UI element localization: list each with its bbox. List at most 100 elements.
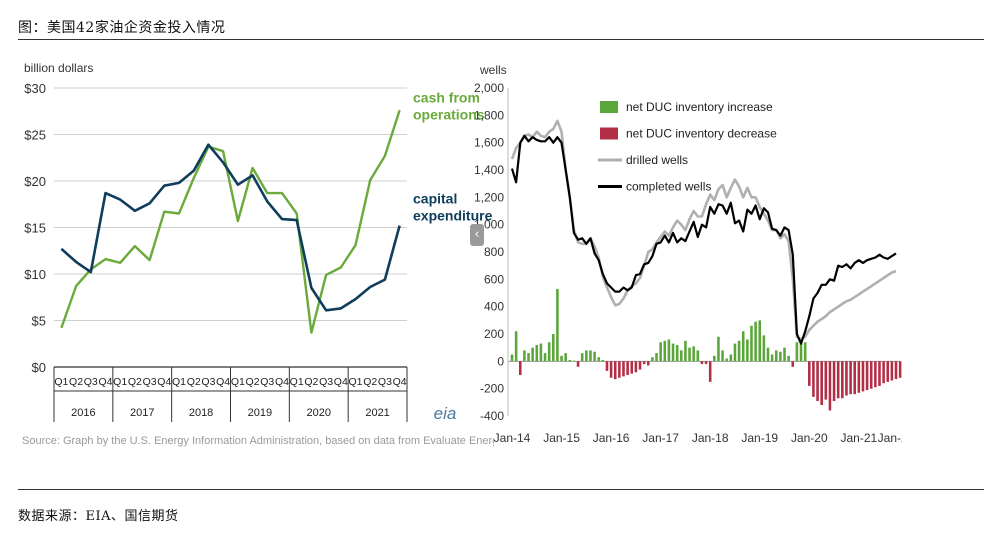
year-label: 2016 — [71, 407, 95, 419]
duc-decrease-bar — [704, 361, 708, 365]
y-tick-label: $0 — [32, 360, 46, 375]
duc-increase-bar — [556, 288, 559, 362]
y-tick-label: $20 — [24, 174, 46, 189]
x-tick-label: Q4 — [334, 376, 348, 388]
chart-source-note: Source: Graph by the U.S. Energy Informa… — [22, 435, 494, 447]
duc-increase-bar — [733, 343, 737, 362]
scroll-left-button[interactable]: ‹ — [470, 224, 484, 246]
duc-decrease-bar — [882, 361, 885, 384]
x-tick-label: Q1 — [113, 376, 127, 388]
duc-decrease-bar — [853, 361, 856, 395]
duc-decrease-bar — [828, 361, 832, 411]
duc-increase-bar — [539, 343, 543, 362]
duc-decrease-bar — [808, 361, 811, 386]
x-tick-label: Q1 — [172, 376, 186, 388]
x-tick-label: Q4 — [393, 376, 407, 388]
y-tick-label: 600 — [484, 272, 504, 286]
duc-decrease-bar — [841, 361, 844, 399]
duc-increase-bar — [659, 342, 662, 362]
duc-increase-bar — [725, 358, 728, 362]
y-axis-label: wells — [479, 63, 507, 77]
duc-increase-bar — [758, 320, 762, 362]
y-tick-label: $25 — [24, 128, 46, 143]
duc-increase-bar — [680, 350, 683, 362]
x-tick-label: Q1 — [290, 376, 304, 388]
duc-decrease-bar — [865, 361, 869, 391]
duc-decrease-bar — [609, 361, 613, 378]
duc-increase-bar — [737, 340, 741, 362]
x-tick-label: Q2 — [246, 376, 260, 388]
duc-decrease-bar — [878, 361, 881, 386]
y-tick-label: 2,000 — [474, 81, 504, 95]
duc-increase-bar — [568, 359, 572, 362]
y-tick-label: -400 — [480, 409, 504, 423]
duc-decrease-bar — [874, 361, 877, 388]
x-tick-label: Q1 — [231, 376, 245, 388]
y-tick-label: 200 — [484, 327, 504, 341]
duc-increase-bar — [795, 342, 799, 362]
x-tick-label: Q2 — [363, 376, 377, 388]
duc-decrease-bar — [630, 361, 634, 374]
duc-decrease-bar — [832, 361, 836, 401]
duc-decrease-bar — [613, 361, 617, 380]
x-tick-label: Q4 — [98, 376, 112, 388]
legend-label: net DUC inventory increase — [626, 100, 773, 114]
year-label: 2017 — [130, 407, 154, 419]
duc-increase-bar — [741, 331, 745, 362]
duc-decrease-bar — [626, 361, 629, 375]
duc-increase-bar — [535, 344, 539, 362]
duc-increase-bar — [803, 342, 807, 362]
x-tick-label: Q1 — [54, 376, 68, 388]
duc-decrease-bar — [518, 361, 522, 375]
duc-increase-bar — [651, 357, 654, 362]
duc-decrease-bar — [622, 361, 625, 377]
y-tick-label: $15 — [24, 221, 46, 236]
legend-label: drilled wells — [626, 153, 688, 167]
x-tick-label: Jan-18 — [692, 431, 729, 445]
x-tick-label: Q2 — [187, 376, 201, 388]
duc-decrease-bar — [700, 361, 704, 365]
legend-label: completed wells — [626, 180, 711, 194]
y-tick-label: $30 — [24, 81, 46, 96]
x-tick-label: Q3 — [84, 376, 98, 388]
duc-decrease-bar — [634, 361, 638, 373]
duc-increase-bar — [671, 343, 675, 362]
x-tick-label: Q3 — [201, 376, 215, 388]
duc-increase-bar — [675, 344, 679, 362]
y-tick-label: 1,200 — [474, 190, 504, 204]
duc-decrease-bar — [646, 361, 650, 366]
duc-increase-bar — [692, 346, 695, 362]
duc-increase-bar — [597, 357, 600, 362]
duc-decrease-bar — [849, 361, 852, 395]
x-tick-label: Q3 — [260, 376, 274, 388]
duc-increase-bar — [663, 340, 667, 362]
duc-increase-bar — [717, 336, 720, 362]
duc-increase-bar — [746, 339, 749, 362]
x-tick-label: Q1 — [349, 376, 363, 388]
duc-decrease-bar — [836, 361, 840, 399]
x-tick-label: Q4 — [216, 376, 230, 388]
source-note: 数据来源：EIA、国信期货 — [18, 509, 179, 524]
x-tick-label: Jan-15 — [543, 431, 580, 445]
duc-increase-bar — [713, 355, 716, 362]
duc-decrease-bar — [820, 361, 823, 406]
duc-increase-bar — [527, 353, 530, 362]
x-tick-label: Q3 — [319, 376, 333, 388]
duc-increase-bar — [589, 350, 592, 362]
y-tick-label: -200 — [480, 382, 504, 396]
duc-increase-bar — [787, 355, 790, 362]
duc-increase-bar — [523, 350, 526, 362]
top-rule — [18, 39, 984, 40]
duc-increase-bar — [762, 335, 766, 362]
duc-increase-bar — [514, 331, 518, 362]
duc-decrease-bar — [894, 361, 898, 380]
duc-increase-bar — [754, 321, 757, 362]
y-tick-label: 1,600 — [474, 136, 504, 150]
duc-increase-bar — [774, 350, 778, 362]
x-tick-label: Q3 — [143, 376, 157, 388]
y-tick-label: 400 — [484, 300, 504, 314]
duc-increase-bar — [564, 353, 567, 362]
drilled-wells-line — [510, 119, 897, 341]
duc-increase-bar — [783, 347, 786, 362]
duc-decrease-bar — [576, 361, 580, 367]
